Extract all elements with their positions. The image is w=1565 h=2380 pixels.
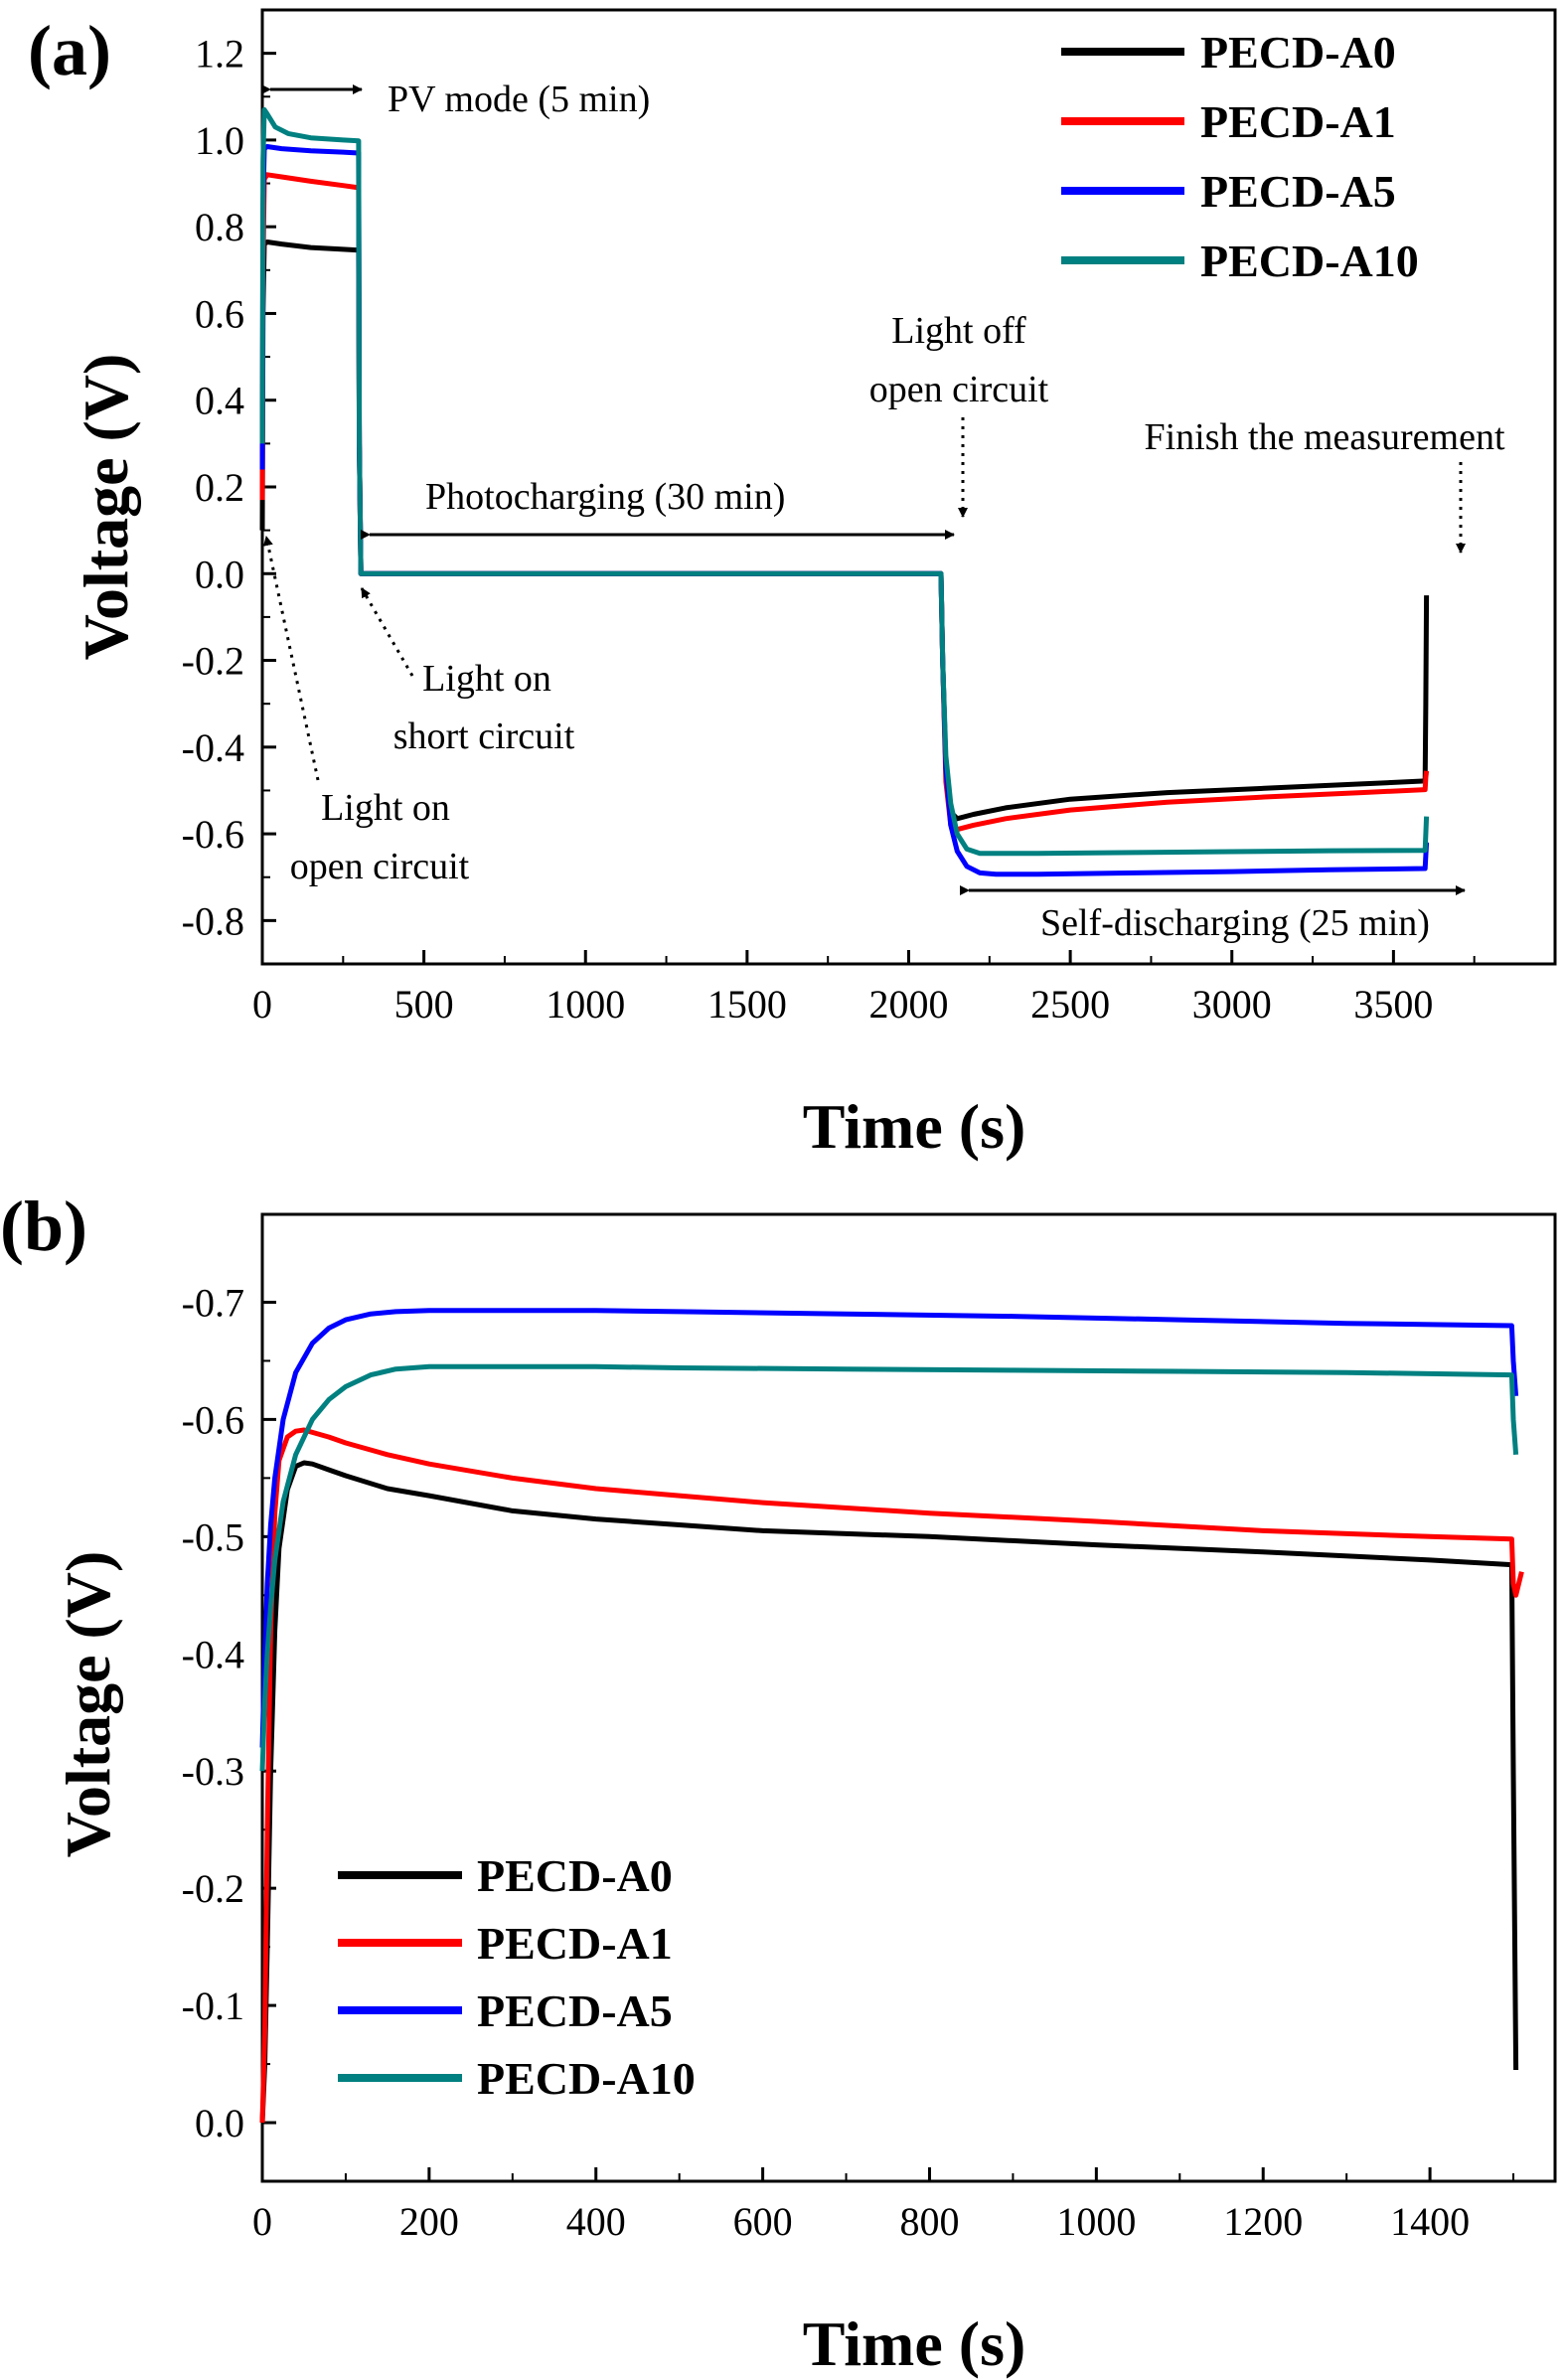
annotation-self-discharging: Self-discharging (25 min) [1040,902,1430,944]
x-tick-label: 1000 [1056,2199,1136,2244]
y-tick-label: 0.6 [195,291,244,336]
y-tick-label: -0.4 [182,725,244,770]
light-on-short-dotted-arrow [360,587,414,677]
panel-a-ylabel: Voltage (V) [71,354,141,661]
legend-label-pecd-a1: PECD-A1 [477,1918,673,1969]
legend-label-pecd-a5: PECD-A5 [1200,166,1396,217]
y-tick-label: -0.3 [182,1749,244,1794]
x-tick-label: 3000 [1192,982,1272,1027]
x-tick-label: 0 [252,982,272,1027]
annotation-photocharging: Photocharging (30 min) [425,476,785,518]
panel-a-annotations: PV mode (5 min) Photocharging (30 min) L… [261,79,1505,944]
x-tick-label: 800 [899,2199,959,2244]
panel-a: (a) 0 500 1000 1500 2000 2500 3000 3500 -0.8 -0.… [28,8,1557,1162]
panel-b-label: (b) [0,1187,87,1266]
y-tick-label: 1.0 [195,118,244,163]
annotation-light-off: Light off [891,310,1026,352]
annotation-light-on-open: Light on [321,787,450,829]
legend-label-pecd-a1: PECD-A1 [1200,96,1396,147]
annotation-finish: Finish the measurement [1144,416,1504,458]
x-tick-label: 1200 [1223,2199,1303,2244]
panel-a-xlabel: Time (s) [803,1091,1026,1162]
panel-b-xlabel: Time (s) [803,2308,1026,2379]
y-tick-label: 0.8 [195,205,244,249]
legend-label-pecd-a10: PECD-A10 [1200,236,1419,286]
x-tick-label: 200 [399,2199,459,2244]
x-tick-label: 1000 [546,982,625,1027]
annotation-light-on-short: Light on [422,658,551,700]
series-line-pecd-a10 [259,106,1430,857]
y-tick-label: -0.4 [182,1632,244,1676]
annotation-light-on-short-circuit: short circuit [393,715,575,757]
x-tick-label: 2500 [1030,982,1110,1027]
y-tick-label: 0.0 [195,2101,244,2145]
y-tick-label: -0.5 [182,1514,244,1559]
panel-b-ylabel: Voltage (V) [53,1551,123,1858]
annotation-pv-mode: PV mode (5 min) [388,79,650,120]
series-line-pecd-a5 [259,1308,1519,1748]
y-tick-label: -0.6 [182,812,244,857]
x-tick-label: 400 [566,2199,626,2244]
x-tick-label: 500 [394,982,454,1027]
y-tick-label: -0.1 [182,1983,244,2028]
y-tick-label: -0.2 [182,639,244,684]
legend-label-pecd-a10: PECD-A10 [477,2053,696,2104]
x-tick-label: 1400 [1390,2199,1470,2244]
legend-label-pecd-a5: PECD-A5 [477,1985,673,2036]
panel-b-plot-frame [260,1212,1557,2183]
series-line-pecd-a10 [259,1363,1519,1772]
x-tick-label: 3500 [1353,982,1433,1027]
y-tick-label: 0.2 [195,465,244,510]
x-tick-label: 600 [733,2199,793,2244]
series-line-pecd-a1 [259,1427,1524,2124]
panel-b: (b) 0 200 400 600 800 1000 1200 1400 0.0 -0.1 -0.… [0,1187,1557,2379]
y-tick-label: 1.2 [195,32,244,77]
y-tick-label: -0.2 [182,1866,244,1911]
panel-a-label: (a) [28,11,111,90]
series-line-pecd-a0 [259,1460,1519,2124]
x-tick-label: 2000 [869,982,949,1027]
y-tick-label: -0.8 [182,898,244,943]
y-tick-label: -0.6 [182,1397,244,1442]
y-tick-label: 0.0 [195,552,244,596]
light-on-open-dotted-arrow [262,536,320,781]
y-tick-label: -0.7 [182,1280,244,1325]
panel-a-legend: PECD-A0 PECD-A1 PECD-A5 PECD-A10 [1061,27,1419,286]
legend-label-pecd-a0: PECD-A0 [1200,27,1396,78]
x-tick-label: 1500 [707,982,787,1027]
panel-b-legend: PECD-A0 PECD-A1 PECD-A5 PECD-A10 [338,1850,696,2104]
y-tick-label: 0.4 [195,379,244,423]
x-tick-label: 0 [252,2199,272,2244]
legend-label-pecd-a0: PECD-A0 [477,1850,673,1901]
annotation-light-on-open-circuit: open circuit [290,846,470,887]
annotation-light-off-open-circuit: open circuit [869,369,1049,410]
